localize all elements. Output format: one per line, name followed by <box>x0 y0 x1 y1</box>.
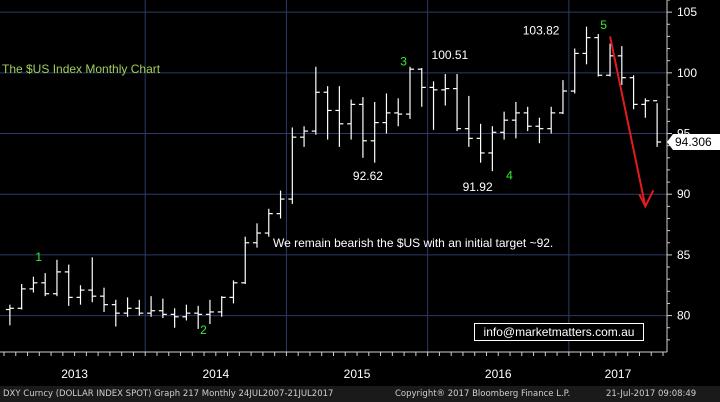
ohlc-bar <box>300 126 309 147</box>
ohlc-bar <box>64 264 73 306</box>
footer-bar: DXY Curncy (DOLLAR INDEX SPOT) Graph 217… <box>0 386 720 402</box>
ohlc-bar <box>582 26 591 65</box>
ohlc-bar <box>241 236 250 285</box>
ohlc-bar <box>276 190 285 219</box>
plot-background <box>0 0 720 386</box>
ohlc-bar <box>88 257 97 303</box>
annotation-text: We remain bearish the $US with an initia… <box>273 236 553 250</box>
price-label: 91.92 <box>463 180 493 194</box>
ohlc-bar <box>100 287 109 312</box>
wave-label: 1 <box>35 250 42 264</box>
ohlc-bar <box>370 101 379 163</box>
ohlc-bar <box>405 66 414 119</box>
footer-timestamp: 21-Jul-2017 09:08:49 <box>606 389 697 399</box>
chart-title: The $US Index Monthly Chart <box>2 62 161 76</box>
y-tick-label: 105 <box>677 5 697 19</box>
ohlc-bar <box>558 80 567 115</box>
ohlc-bar <box>641 98 650 118</box>
ohlc-bar <box>535 117 544 144</box>
ohlc-bar <box>453 74 462 132</box>
ohlc-bar <box>417 67 426 107</box>
ohlc-bar <box>394 98 403 127</box>
x-tick-label: 2013 <box>61 367 88 381</box>
ohlc-bar <box>194 305 203 329</box>
ohlc-bar <box>617 46 626 85</box>
bearish-arrow <box>609 36 655 209</box>
ohlc-bar <box>158 298 167 319</box>
ohlc-bar <box>29 276 38 293</box>
ohlc-bar <box>41 273 50 297</box>
ohlc-bar <box>500 111 509 140</box>
last-price-box <box>667 133 720 150</box>
arrow-shaft <box>609 36 647 207</box>
ohlc-bars <box>5 26 662 329</box>
ohlc-bar <box>288 127 297 204</box>
ohlc-bar <box>5 304 14 326</box>
y-tick-label: 90 <box>677 187 691 201</box>
y-tick-label: 85 <box>677 248 691 262</box>
ohlc-bar <box>547 106 556 134</box>
ohlc-bar <box>511 101 520 139</box>
x-tick-label: 2014 <box>202 367 229 381</box>
ohlc-bar <box>17 284 26 310</box>
ohlc-bar <box>205 299 214 325</box>
ohlc-bar <box>111 299 120 327</box>
ohlc-bar <box>147 296 156 317</box>
ohlc-bar <box>311 66 320 135</box>
x-axis-band <box>0 352 720 386</box>
chart-labels: 100.51 92.62 91.92 103.82 1 2 3 4 5 <box>35 18 607 337</box>
x-axis: 2013 2014 2015 2016 2017 <box>0 351 720 386</box>
arrow-head <box>638 189 655 209</box>
ohlc-bar <box>182 304 191 321</box>
wave-label: 2 <box>200 323 207 337</box>
price-label: 92.62 <box>353 169 383 183</box>
footer-copyright: Copyright® 2017 Bloomberg Finance L.P. <box>395 389 571 399</box>
last-price-value: 94.306 <box>675 135 712 149</box>
y-tick-label: 100 <box>677 66 697 80</box>
ohlc-bar <box>429 81 438 130</box>
price-label: 100.51 <box>432 48 469 62</box>
ohlc-bar <box>570 48 579 94</box>
ohlc-bar <box>441 74 450 106</box>
wave-label: 3 <box>400 55 407 69</box>
footer-security: DXY Curncy (DOLLAR INDEX SPOT) Graph 217… <box>3 389 334 399</box>
ohlc-bar <box>135 299 144 316</box>
price-label: 103.82 <box>523 24 560 38</box>
x-tick-label: 2015 <box>344 367 371 381</box>
ohlc-bar <box>358 97 367 158</box>
wave-label: 4 <box>506 169 513 183</box>
ohlc-bar <box>76 285 85 305</box>
y-tick-label: 80 <box>677 309 691 323</box>
ohlc-bar <box>123 297 132 317</box>
ohlc-bar <box>52 259 61 297</box>
ohlc-bar <box>253 223 262 248</box>
wave-label: 5 <box>600 18 607 32</box>
ohlc-bar <box>323 86 332 140</box>
ohlc-bar <box>170 308 179 328</box>
x-tick-label: 2016 <box>485 367 512 381</box>
last-price-tag: 94.306 <box>667 133 720 150</box>
ohlc-bar <box>488 126 497 172</box>
ohlc-bar <box>335 86 344 147</box>
ohlc-bar <box>629 75 638 110</box>
ohlc-bar <box>464 95 473 147</box>
ohlc-bar <box>523 106 532 132</box>
email-link[interactable]: info@marketmatters.com.au <box>474 323 644 341</box>
ohlc-bar <box>217 296 226 317</box>
ohlc-bar <box>594 33 603 77</box>
ohlc-bar <box>653 100 662 147</box>
ohlc-bar <box>476 123 485 163</box>
ohlc-bar <box>382 93 391 134</box>
ohlc-bar <box>229 280 238 304</box>
ohlc-bar <box>347 99 356 140</box>
x-tick-label: 2017 <box>605 367 632 381</box>
ohlc-bar <box>264 208 273 237</box>
